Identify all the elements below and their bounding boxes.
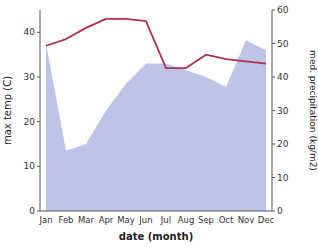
y2-tick-label: 50: [277, 39, 289, 49]
y2-tick: [272, 211, 275, 212]
x-axis-title: date (month): [119, 231, 193, 242]
x-axis-line: [40, 211, 272, 212]
y-tick: [37, 77, 40, 78]
y2-tick-label: 30: [277, 106, 289, 116]
precipitation-area: [46, 40, 266, 211]
y-axis-title: max temp (C): [2, 76, 13, 145]
y2-tick: [272, 144, 275, 145]
x-tick-label: Jul: [160, 215, 171, 225]
x-tick-label: Sep: [198, 215, 214, 225]
y2-tick: [272, 43, 275, 44]
y-axis-line: [40, 10, 41, 211]
x-tick-label: Apr: [99, 215, 114, 225]
y-tick-label: 30: [24, 72, 36, 82]
y2-tick-label: 0: [277, 206, 283, 216]
y2-tick: [272, 177, 275, 178]
y2-axis-title: med. precipitation (kg/m2): [308, 50, 318, 171]
y-tick-label: 40: [24, 27, 36, 37]
x-tick-label: Jun: [138, 215, 152, 225]
x-tick-label: Oct: [219, 215, 234, 225]
y2-tick-label: 20: [277, 139, 289, 149]
y-tick: [37, 32, 40, 33]
y2-tick: [272, 10, 275, 11]
x-tick-label: Mar: [78, 215, 95, 225]
y2-tick-label: 10: [277, 173, 289, 183]
y-tick: [37, 121, 40, 122]
x-tick-label: Feb: [58, 215, 73, 225]
y-tick-label: 20: [24, 117, 36, 127]
y2-tick: [272, 77, 275, 78]
y2-tick: [272, 110, 275, 111]
plot-area: [46, 19, 266, 211]
y-tick-label: 10: [24, 161, 36, 171]
y2-tick-label: 60: [277, 5, 289, 15]
temperature-line: [46, 19, 266, 68]
x-tick-label: Nov: [238, 215, 255, 225]
chart: 0 10 20 30 40 0 10 20 30 40 50 60 Jan Feb Mar AprMayJun…: [0, 0, 318, 247]
x-tick-label: Jan: [38, 215, 52, 225]
y2-tick-label: 40: [277, 72, 289, 82]
y-tick: [37, 166, 40, 167]
x-tick-label: May: [117, 215, 135, 225]
y-tick-label: 0: [29, 206, 35, 216]
y-tick: [37, 211, 40, 212]
x-tick-label: Aug: [178, 215, 195, 225]
x-tick-label: Dec: [258, 215, 275, 225]
